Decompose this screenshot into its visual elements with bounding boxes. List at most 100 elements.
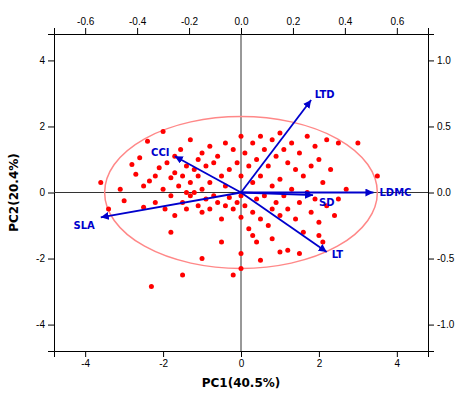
point: [285, 207, 290, 212]
point: [149, 284, 154, 289]
point: [258, 216, 263, 221]
tick-label: 0.4: [338, 16, 352, 27]
point: [297, 150, 302, 155]
point: [184, 190, 189, 195]
point: [200, 150, 205, 155]
point: [118, 187, 123, 192]
tick-mark: [397, 28, 398, 34]
point: [231, 273, 236, 278]
tick-mark: [428, 126, 434, 127]
point: [285, 160, 290, 165]
tick: 0.0: [428, 187, 451, 198]
point: [289, 187, 294, 192]
tick-label: -0.4: [129, 16, 147, 27]
tick-mark: [293, 28, 294, 34]
point: [293, 167, 298, 172]
point: [258, 258, 263, 263]
arrow-label: LT: [332, 249, 344, 260]
arrow-label: LDMC: [379, 187, 411, 198]
tick: 2: [39, 121, 54, 132]
point: [223, 203, 228, 208]
point: [161, 187, 166, 192]
tick: -4: [81, 351, 90, 369]
tick-mark: [48, 193, 54, 194]
point: [98, 180, 103, 185]
tick: 4: [395, 351, 401, 369]
loading-arrow: [241, 193, 327, 252]
point: [168, 193, 173, 198]
tick: 0.6: [390, 16, 404, 34]
point: [297, 200, 302, 205]
axis-line: [429, 35, 435, 352]
point: [188, 180, 193, 185]
point: [227, 167, 232, 172]
tick: -0.6: [77, 16, 95, 34]
point: [254, 157, 259, 162]
point: [320, 240, 325, 245]
tick-mark: [345, 28, 346, 34]
point: [250, 140, 255, 145]
point: [239, 173, 244, 178]
tick-label: 0.0: [235, 16, 249, 27]
point: [180, 273, 185, 278]
point: [145, 139, 150, 144]
point: [137, 155, 142, 160]
tick-label: 2: [39, 121, 45, 132]
tick-label: 4: [395, 358, 401, 369]
point: [250, 233, 255, 238]
point: [242, 150, 247, 155]
tick: 0.2: [286, 16, 300, 34]
point: [270, 207, 275, 212]
tick-mark: [428, 325, 434, 326]
arrow-label: LTD: [315, 89, 335, 100]
point: [239, 134, 244, 139]
tick-label: 0.6: [390, 16, 404, 27]
tick-mark: [319, 351, 320, 357]
point: [266, 164, 271, 169]
tick-label: -4: [36, 319, 45, 330]
tick-label: -2: [36, 253, 45, 264]
point: [277, 177, 282, 182]
point: [196, 203, 201, 208]
point: [336, 197, 341, 202]
axis-line: [48, 35, 55, 352]
tick-mark: [163, 351, 164, 357]
point: [289, 140, 294, 145]
point: [285, 248, 290, 253]
tick: -0.2: [181, 16, 199, 34]
point: [153, 173, 158, 178]
point: [147, 178, 152, 183]
point: [305, 134, 310, 139]
point: [316, 233, 321, 238]
tick-mark: [428, 193, 434, 194]
point: [266, 223, 271, 228]
tick-mark: [428, 259, 434, 260]
tick-label: 0: [39, 187, 45, 198]
point: [301, 173, 306, 178]
tick-mark: [85, 351, 86, 357]
point: [239, 251, 244, 256]
point: [211, 160, 216, 165]
point: [219, 173, 224, 178]
point: [200, 187, 205, 192]
point: [313, 144, 318, 149]
point: [324, 137, 329, 142]
x2-axis: -0.6 -0.4 -0.2 0.0 0.2 0.4 0.6: [55, 16, 429, 35]
point: [207, 144, 212, 149]
tick: 0.4: [338, 16, 352, 34]
point: [184, 207, 189, 212]
tick: -1.0: [428, 319, 455, 330]
axis-line: [55, 352, 429, 358]
x-axis: -4-2024: [55, 351, 429, 369]
point: [239, 266, 244, 271]
point: [258, 173, 263, 178]
tick-label: -1.0: [437, 319, 455, 330]
point: [246, 226, 251, 231]
point: [133, 172, 138, 177]
axis-line: [55, 28, 429, 35]
point: [207, 180, 212, 185]
point: [106, 207, 111, 212]
tick-label: 1.0: [437, 55, 451, 66]
point: [274, 200, 279, 205]
confidence-ellipse: [105, 117, 378, 269]
